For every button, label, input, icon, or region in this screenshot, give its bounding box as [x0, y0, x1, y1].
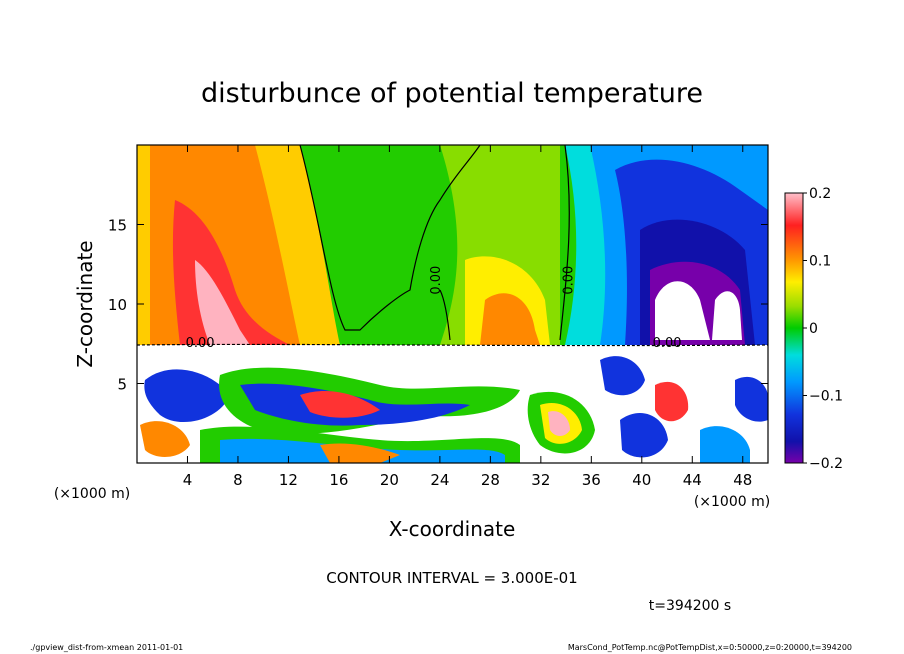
time-text: t=394200 s — [649, 598, 731, 614]
x-tick-label: 44 — [683, 471, 702, 489]
colorbar-tick-label: 0.1 — [809, 254, 831, 270]
x-tick-label: 36 — [582, 471, 601, 489]
x-tick-label: 16 — [329, 471, 348, 489]
y-axis: 5 10 15 — [108, 217, 768, 394]
colorbar-tick-label: −0.2 — [809, 456, 843, 472]
x-tick-label: 40 — [632, 471, 651, 489]
x-tick-label: 32 — [531, 471, 550, 489]
colorbar-ticks: 0.2 0.1 0 −0.1 −0.2 — [803, 186, 843, 472]
colorbar-tick-label: −0.1 — [809, 389, 843, 405]
colorbar-tick-label: 0 — [809, 321, 818, 337]
contour-lines — [137, 145, 768, 347]
y-unit-label: (×1000 m) — [54, 486, 130, 502]
x-tick-label: 4 — [183, 471, 193, 489]
y-tick-label: 15 — [108, 217, 127, 235]
contour-label: 0.00 — [429, 266, 444, 295]
colorbar-tick-label: 0.2 — [809, 186, 831, 202]
heatmap-field — [137, 145, 768, 463]
x-axis-label: X-coordinate — [389, 517, 516, 541]
x-axis: 4 8 12 16 20 24 28 32 36 40 44 48 — [183, 145, 752, 489]
y-tick-label: 5 — [117, 376, 127, 394]
x-tick-label: 8 — [233, 471, 243, 489]
contour-label: 0.00 — [561, 266, 576, 295]
chart-title: disturbunce of potential temperature — [201, 78, 703, 109]
footer-left: ./gpview_dist-from-xmean 2011-01-01 — [30, 643, 183, 652]
x-tick-label: 48 — [733, 471, 752, 489]
footer-right: MarsCond_PotTemp.nc@PotTempDist,x=0:5000… — [568, 643, 852, 652]
x-tick-label: 24 — [430, 471, 449, 489]
x-unit-label: (×1000 m) — [694, 494, 770, 510]
contour-interval-text: CONTOUR INTERVAL = 3.000E-01 — [326, 569, 577, 587]
contour-label: 0.00 — [186, 336, 215, 351]
x-tick-label: 12 — [279, 471, 298, 489]
contour-label-layer: 0.00 0.00 0.00 0.00 — [186, 266, 682, 351]
contour-label: 0.00 — [653, 336, 682, 351]
x-tick-label: 28 — [481, 471, 500, 489]
y-tick-label: 10 — [108, 296, 127, 314]
y-axis-label: Z-coordinate — [73, 240, 97, 367]
colorbar — [784, 192, 804, 464]
x-tick-label: 20 — [380, 471, 399, 489]
